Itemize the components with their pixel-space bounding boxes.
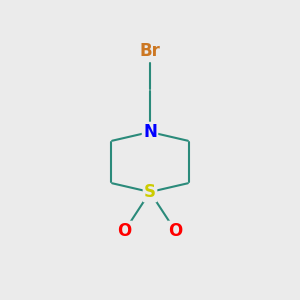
Text: O: O [168, 222, 183, 240]
Text: S: S [144, 183, 156, 201]
Text: N: N [143, 123, 157, 141]
Text: O: O [117, 222, 132, 240]
Text: Br: Br [140, 42, 160, 60]
